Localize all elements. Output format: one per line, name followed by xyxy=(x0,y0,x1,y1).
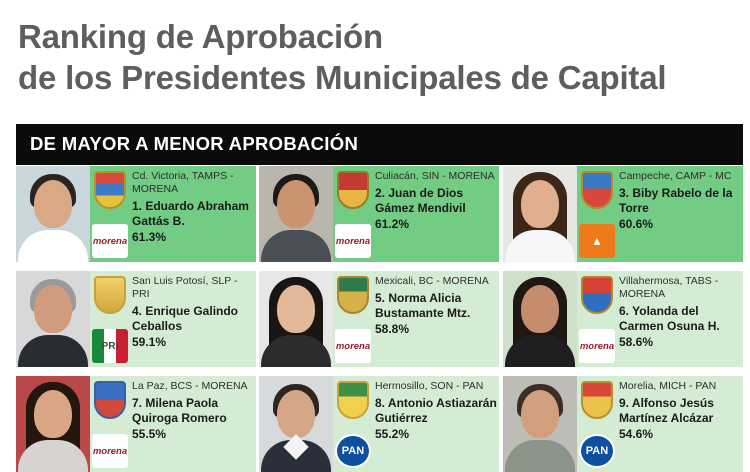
approval-value: 61.2% xyxy=(375,217,410,231)
logos: PRI xyxy=(91,271,129,367)
city-seal-icon xyxy=(581,381,613,419)
ranking-card-5: morena Mexicali, BC - MORENA 5. Norma Al… xyxy=(259,271,499,367)
approval-value: 55.2% xyxy=(375,427,410,441)
city-seal-icon xyxy=(94,276,126,314)
city-seal-icon xyxy=(337,276,369,314)
ranking-card-3: ▲ Campeche, CAMP - MC 3. Biby Rabelo de … xyxy=(503,166,743,262)
mayor-photo xyxy=(503,166,577,262)
approval-value: 58.8% xyxy=(375,322,410,336)
location: Villahermosa, TABS - MORENA xyxy=(619,275,719,300)
logos: ▲ xyxy=(578,166,616,262)
city-seal-icon xyxy=(337,381,369,419)
location: Culiacán, SIN - MORENA xyxy=(375,170,495,182)
mayor-name: 5. Norma Alicia Bustamante Mtz. xyxy=(375,291,471,320)
morena-logo-icon: morena xyxy=(92,224,128,258)
mayor-name: 1. Eduardo Abraham Gattás B. xyxy=(132,199,249,228)
morena-logo-icon: morena xyxy=(335,329,371,363)
page-title: Ranking de Aprobación de los Presidentes… xyxy=(18,16,738,98)
mayor-name: 3. Biby Rabelo de la Torre xyxy=(619,186,733,215)
ranking-card-4: PRI San Luis Potosí, SLP - PRI 4. Enriqu… xyxy=(16,271,256,367)
ranking-card-2: morena Culiacán, SIN - MORENA 2. Juan de… xyxy=(259,166,499,262)
city-seal-icon xyxy=(581,171,613,209)
approval-value: 59.1% xyxy=(132,335,167,349)
ranking-card-8: PAN Hermosillo, SON - PAN 8. Antonio Ast… xyxy=(259,376,499,472)
mayor-photo xyxy=(259,166,333,262)
location: Cd. Victoria, TAMPS - MORENA xyxy=(132,170,234,195)
morena-logo-icon: morena xyxy=(579,329,615,363)
mayor-photo xyxy=(16,271,90,367)
section-banner: DE MAYOR A MENOR APROBACIÓN xyxy=(16,124,743,165)
location: Mexicali, BC - MORENA xyxy=(375,275,489,287)
approval-value: 58.6% xyxy=(619,335,654,349)
location: Campeche, CAMP - MC xyxy=(619,170,732,182)
logos: morena xyxy=(334,166,372,262)
logos: morena xyxy=(578,271,616,367)
logos: PAN xyxy=(334,376,372,472)
ranking-card-7: morena La Paz, BCS - MORENA 7. Milena Pa… xyxy=(16,376,256,472)
approval-value: 60.6% xyxy=(619,217,654,231)
morena-logo-icon: morena xyxy=(335,224,371,258)
title-line-1: Ranking de Aprobación xyxy=(18,18,383,55)
mayor-photo xyxy=(259,271,333,367)
mayor-photo xyxy=(503,271,577,367)
ranking-card-1: morena Cd. Victoria, TAMPS - MORENA 1. E… xyxy=(16,166,256,262)
logos: PAN xyxy=(578,376,616,472)
pan-logo-icon: PAN xyxy=(579,434,615,468)
mayor-name: 6. Yolanda del Carmen Osuna H. xyxy=(619,304,720,333)
pri-logo-icon: PRI xyxy=(92,329,128,363)
mayor-name: 2. Juan de Dios Gámez Mendivil xyxy=(375,186,466,215)
morena-logo-icon: morena xyxy=(92,434,128,468)
mayor-photo xyxy=(503,376,577,472)
movimiento-ciudadano-logo-icon: ▲ xyxy=(579,224,615,258)
mayor-name: 7. Milena Paola Quiroga Romero xyxy=(132,396,227,425)
mayor-name: 8. Antonio Astiazarán Gutiérrez xyxy=(375,396,497,425)
city-seal-icon xyxy=(94,171,126,209)
mayor-photo xyxy=(16,376,90,472)
location: San Luis Potosí, SLP - PRI xyxy=(132,275,238,300)
title-line-2: de los Presidentes Municipales de Capita… xyxy=(18,59,667,96)
city-seal-icon xyxy=(94,381,126,419)
city-seal-icon xyxy=(337,171,369,209)
location: Morelia, MICH - PAN xyxy=(619,380,717,392)
mayor-name: 4. Enrique Galindo Ceballos xyxy=(132,304,239,333)
banner-label: DE MAYOR A MENOR APROBACIÓN xyxy=(30,133,359,154)
ranking-card-6: morena Villahermosa, TABS - MORENA 6. Yo… xyxy=(503,271,743,367)
city-seal-icon xyxy=(581,276,613,314)
approval-value: 61.3% xyxy=(132,230,167,244)
mayor-photo xyxy=(16,166,90,262)
pan-logo-icon: PAN xyxy=(335,434,371,468)
logos: morena xyxy=(334,271,372,367)
logos: morena xyxy=(91,166,129,262)
logos: morena xyxy=(91,376,129,472)
ranking-card-9: PAN Morelia, MICH - PAN 9. Alfonso Jesús… xyxy=(503,376,743,472)
location: La Paz, BCS - MORENA xyxy=(132,380,248,392)
mayor-photo xyxy=(259,376,333,472)
approval-value: 54.6% xyxy=(619,427,654,441)
mayor-name: 9. Alfonso Jesús Martínez Alcázar xyxy=(619,396,714,425)
approval-value: 55.5% xyxy=(132,427,167,441)
location: Hermosillo, SON - PAN xyxy=(375,380,484,392)
